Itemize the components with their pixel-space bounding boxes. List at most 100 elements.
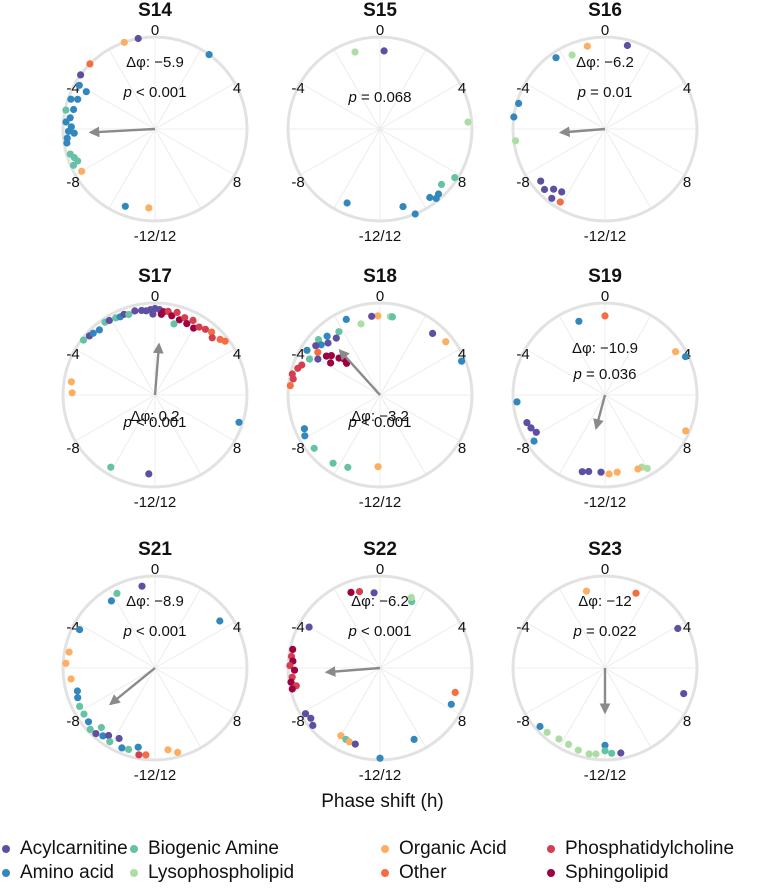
data-point [303,346,311,354]
data-point [376,754,384,762]
tick-label: -8 [66,713,79,730]
tick-label: 0 [151,561,159,578]
grid-spoke [525,128,606,176]
data-point [138,582,146,590]
tick-label: -12/12 [359,228,402,245]
tick-label: 0 [376,22,384,39]
legend-swatch [381,869,389,877]
data-point [540,185,549,194]
tick-label: 0 [601,561,609,578]
data-point [511,137,520,145]
tick-label: -8 [291,440,304,457]
data-point [536,722,544,731]
data-point [190,324,198,332]
tick-label: -12/12 [584,494,627,511]
data-point [429,329,437,337]
grid-spoke [333,394,381,475]
grid-spoke [154,667,202,748]
data-point [107,463,115,471]
data-point [294,364,302,372]
grid-spoke [604,588,652,669]
grid-spoke [154,348,235,396]
data-point [532,428,540,436]
grid-spoke [379,621,460,669]
data-point [370,589,378,597]
data-point [286,662,294,670]
grid-spoke [558,49,606,130]
grid-spoke [525,82,606,130]
data-point [357,320,365,328]
data-point [86,60,94,68]
data-point [89,329,97,337]
data-point [290,666,299,674]
grid-spoke [379,348,460,396]
mean-phase-arrow [338,348,381,396]
data-point [410,735,418,744]
data-point [680,690,688,698]
grid-spoke [154,667,235,715]
data-point [681,353,690,361]
data-point [322,352,330,360]
data-point [548,194,556,202]
panel-title: S22 [363,539,397,560]
delta-phi-label: Δφ: −5.9 [126,54,184,71]
data-point [118,744,126,752]
data-point [189,316,197,324]
legend-swatch [2,845,10,853]
legend-swatch [130,869,138,877]
legend-label: Amino acid [20,862,114,883]
grid-spoke [604,394,685,442]
tick-label: 4 [233,619,241,636]
grid-spoke [525,621,606,669]
grid-spoke [300,82,381,130]
grid-spoke [154,128,202,209]
outer-ring [61,35,249,223]
data-point [301,432,309,440]
mean-phase-arrow [593,394,607,430]
data-point [135,751,143,759]
legend-label: Other [399,862,447,883]
legend-item: Phosphatidylcholine [547,838,734,860]
tick-label: -12/12 [584,767,627,784]
delta-phi-label: Δφ: −8.9 [126,593,184,610]
data-point [64,127,73,135]
legend-label: Biogenic Amine [148,838,279,859]
outer-ring [511,574,699,762]
data-point [608,749,616,757]
data-point [76,626,84,634]
data-point [305,355,314,363]
data-point [568,51,576,59]
grid-spoke [604,394,652,475]
grid-spoke [333,315,381,396]
tick-label: -12/12 [359,767,402,784]
data-point [205,51,213,59]
data-point [513,398,521,406]
data-point [70,105,78,114]
grid-spoke [75,348,156,396]
tick-label: 0 [601,288,609,305]
tick-label: -4 [291,619,304,636]
data-point [125,745,133,754]
grid-spoke [333,128,381,209]
grid-spoke [154,49,202,130]
panel-title: S14 [138,0,172,21]
data-point [592,750,600,758]
tick-label: 4 [233,346,241,363]
legend-swatch [2,869,10,877]
data-point [208,328,216,336]
grid-spoke [604,49,652,130]
data-point [351,48,359,56]
data-point [437,180,446,188]
tick-label: 8 [458,174,466,191]
data-point [585,750,593,758]
data-point [287,678,295,686]
panel-title: S19 [588,266,622,287]
tick-label: -8 [66,440,79,457]
legend-item: Amino acid [2,862,114,884]
data-point [329,459,337,467]
